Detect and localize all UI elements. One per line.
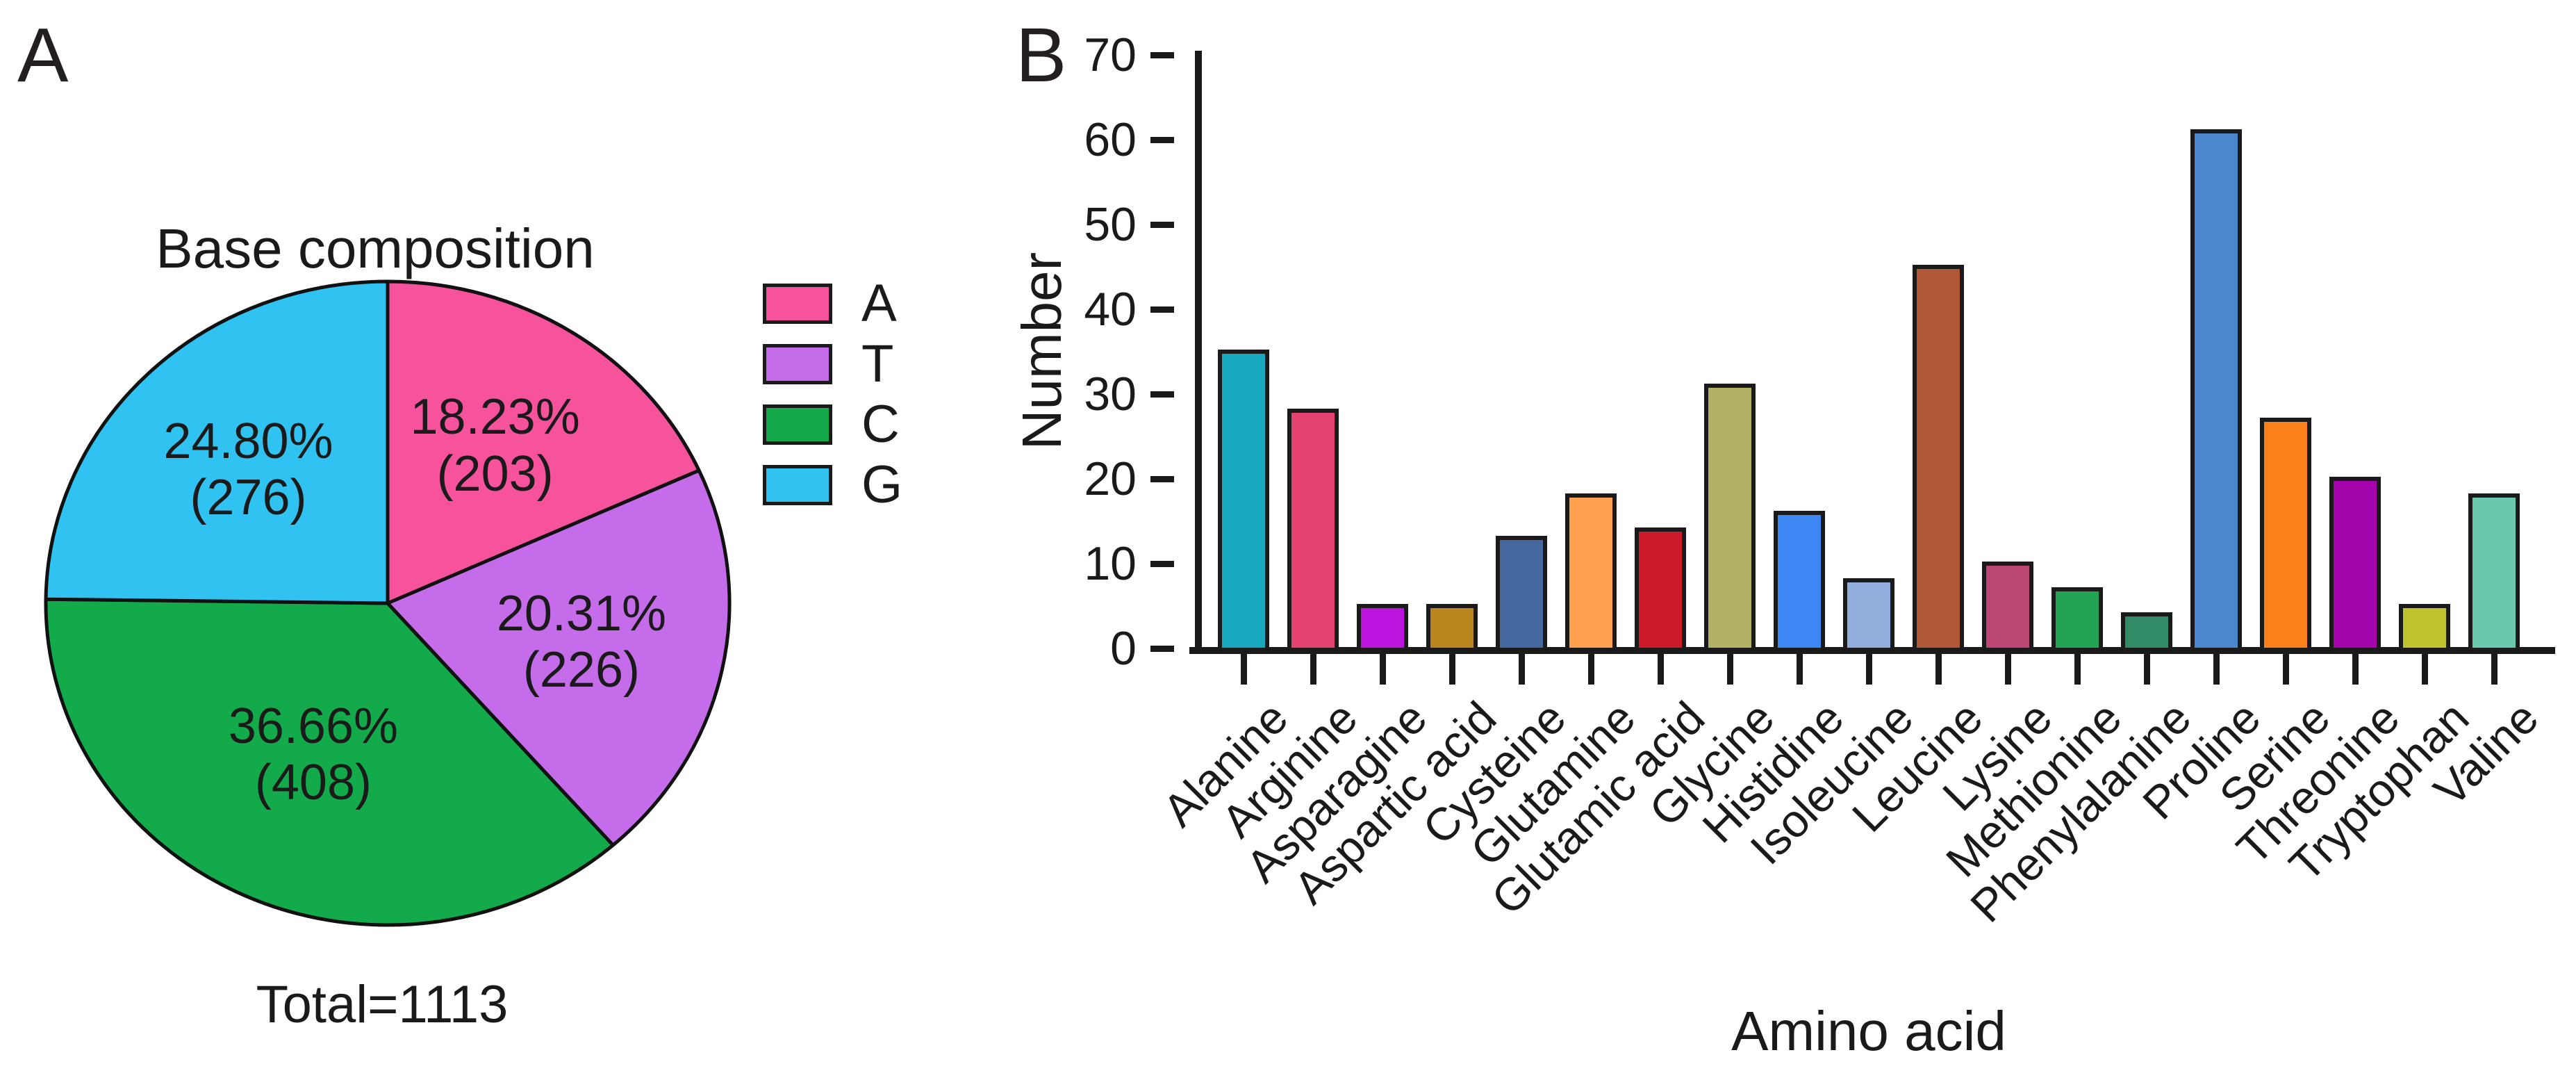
y-tick-mark-70 xyxy=(1150,52,1174,58)
x-tick-mark xyxy=(2144,653,2150,685)
legend-label-C: C xyxy=(861,395,900,454)
x-axis-title: Amino acid xyxy=(1731,1000,2006,1062)
x-tick-mark xyxy=(1797,653,1803,685)
y-tick-mark-30 xyxy=(1150,391,1174,398)
bar-histidine xyxy=(1774,510,1825,652)
x-tick-mark xyxy=(1588,653,1594,685)
pie-panel: Base composition 18.23% (203) 20.31% (226) 3… xyxy=(0,0,1010,1080)
y-tick-label-30: 30 xyxy=(1084,368,1137,420)
pie-slice-count: (203) xyxy=(436,445,554,502)
panel-a-letter: A xyxy=(17,13,69,98)
x-tick-mark xyxy=(2422,653,2428,685)
y-tick-label-60: 60 xyxy=(1084,113,1137,166)
pie-total-label: Total=1113 xyxy=(256,975,509,1034)
bar-tryptophan xyxy=(2399,604,2450,652)
y-tick-label-10: 10 xyxy=(1084,537,1137,590)
pie-slice-T xyxy=(386,468,732,847)
x-tick-mark xyxy=(1519,653,1525,685)
bar-isoleucine xyxy=(1843,578,1894,652)
pie-slice-G xyxy=(44,279,390,605)
pie-slice-count: (276) xyxy=(190,470,307,526)
y-tick-mark-40 xyxy=(1150,306,1174,313)
bar-arginine xyxy=(1287,409,1339,652)
y-tick-label-40: 40 xyxy=(1084,283,1137,336)
x-tick-mark xyxy=(1935,653,1942,685)
x-tick-mark xyxy=(1380,653,1386,685)
x-tick-mark xyxy=(2074,653,2081,685)
pie-slice-pct: 20.31% xyxy=(496,585,667,641)
pie-slice-pct: 18.23% xyxy=(410,389,580,445)
bar-leucine xyxy=(1913,265,1964,652)
bar-panel: Number Amino acid 70 60 50 40 30 20 10 0 Alanin… xyxy=(1010,0,2576,1080)
y-tick-mark-50 xyxy=(1150,222,1174,228)
x-tick-mark xyxy=(2005,653,2011,685)
x-tick-mark xyxy=(2352,653,2359,685)
bar-glutamine xyxy=(1565,493,1617,652)
legend-label-T: T xyxy=(861,334,894,393)
pie-slice-label-A: 18.23% (203) xyxy=(322,389,669,502)
y-axis-line xyxy=(1195,51,1202,654)
pie-slice-label-C: 36.66% (408) xyxy=(140,698,487,812)
pie-slice-label-T: 20.31% (226) xyxy=(408,586,755,699)
bar-asparagine xyxy=(1357,604,1408,652)
legend-swatch-A xyxy=(763,284,832,324)
pie-title: Base composition xyxy=(156,218,595,279)
pie-slice-pct: 36.66% xyxy=(228,698,399,754)
pie-chart xyxy=(44,279,732,927)
y-tick-mark-60 xyxy=(1150,137,1174,143)
x-tick-mark xyxy=(2213,653,2220,685)
x-tick-mark xyxy=(1866,653,1872,685)
y-tick-label-50: 50 xyxy=(1084,198,1137,251)
legend-label-A: A xyxy=(861,274,897,333)
y-tick-mark-20 xyxy=(1150,476,1174,482)
pie-slice-pct: 24.80% xyxy=(163,413,333,469)
y-tick-label-70: 70 xyxy=(1084,28,1137,81)
bar-glutamic-acid xyxy=(1635,527,1686,652)
bar-alanine xyxy=(1218,350,1269,652)
x-tick-mark xyxy=(2491,653,2497,685)
x-tick-mark xyxy=(2283,653,2289,685)
bar-threonine xyxy=(2329,477,2381,652)
bar-serine xyxy=(2260,417,2311,652)
bar-aspartic-acid xyxy=(1426,604,1478,652)
bar-proline xyxy=(2190,129,2242,652)
pie-slice-count: (226) xyxy=(522,642,640,698)
bar-cysteine xyxy=(1496,536,1547,652)
x-tick-mark xyxy=(1727,653,1733,685)
legend-swatch-T xyxy=(763,344,832,384)
bar-methionine xyxy=(2051,587,2103,652)
pie-slice-A xyxy=(386,279,701,605)
y-tick-label-0: 0 xyxy=(1110,622,1137,675)
pie-slice-count: (408) xyxy=(254,755,372,811)
legend-label-G: G xyxy=(861,455,903,514)
x-tick-mark xyxy=(1241,653,1247,685)
legend-swatch-C xyxy=(763,404,832,445)
bar-lysine xyxy=(1982,562,2033,652)
pie-slice-C xyxy=(44,597,615,927)
x-tick-mark xyxy=(1449,653,1455,685)
legend-swatch-G xyxy=(763,465,832,505)
bar-glycine xyxy=(1704,383,1756,652)
pie-slice-label-G: 24.80% (276) xyxy=(74,414,422,527)
panel-b-letter: B xyxy=(1016,13,1067,98)
x-tick-mark xyxy=(1310,653,1316,685)
y-tick-mark-0 xyxy=(1150,646,1174,652)
x-tick-mark xyxy=(1658,653,1664,685)
y-tick-label-20: 20 xyxy=(1084,452,1137,505)
y-tick-mark-10 xyxy=(1150,561,1174,567)
bar-phenylalanine xyxy=(2121,612,2172,652)
bar-valine xyxy=(2468,493,2520,652)
